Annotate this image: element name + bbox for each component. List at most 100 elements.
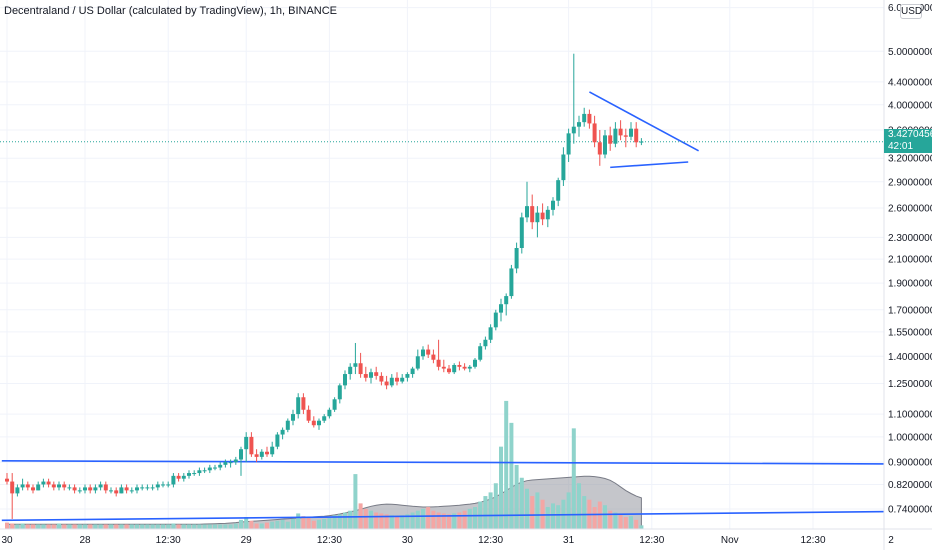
volume-bar bbox=[187, 524, 191, 529]
candle-body bbox=[244, 436, 249, 450]
trendline[interactable] bbox=[1, 510, 918, 522]
candle-body bbox=[270, 446, 275, 455]
volume-bar bbox=[275, 520, 280, 529]
price-tick-label: 1.40000000 bbox=[888, 352, 932, 363]
volume-bar bbox=[88, 524, 93, 529]
trendline[interactable] bbox=[589, 91, 699, 152]
volume-bar bbox=[270, 521, 275, 529]
candle-body bbox=[488, 327, 493, 340]
time-tick-label: 30 bbox=[1, 535, 13, 546]
candle-body bbox=[639, 141, 644, 143]
price-axis[interactable]: 6.000000005.000000004.400000004.00000000… bbox=[884, 0, 932, 550]
volume-bar bbox=[72, 524, 77, 529]
volume-bar bbox=[145, 524, 150, 529]
candle-body bbox=[551, 200, 555, 210]
candle-body bbox=[608, 135, 613, 144]
trendline[interactable] bbox=[610, 161, 689, 169]
volume-bar bbox=[343, 512, 347, 529]
candle-body bbox=[176, 475, 181, 479]
volume-bar bbox=[530, 496, 535, 529]
volume-bar bbox=[280, 519, 285, 529]
price-tick-label: 0.74000000 bbox=[888, 505, 932, 516]
volume-bar bbox=[103, 524, 108, 529]
candle-body bbox=[478, 346, 483, 360]
volume-bar bbox=[317, 519, 321, 529]
volume-bar bbox=[504, 400, 509, 529]
volume-bar bbox=[233, 523, 238, 529]
candle-body bbox=[343, 374, 347, 386]
candle-body bbox=[613, 128, 618, 144]
price-tick-label: 1.55000000 bbox=[888, 327, 932, 338]
candle-body bbox=[545, 209, 550, 220]
volume-bar bbox=[473, 507, 477, 529]
candle-body bbox=[109, 490, 113, 492]
volume-bar bbox=[410, 512, 415, 529]
volume-bar bbox=[436, 512, 441, 529]
volume-bar bbox=[582, 496, 587, 529]
price-tick-label: 1.10000000 bbox=[888, 410, 932, 421]
volume-bar bbox=[301, 516, 306, 529]
volume-bar bbox=[426, 507, 431, 529]
volume-bar bbox=[285, 521, 290, 529]
volume-bar bbox=[337, 514, 342, 529]
price-axis-bg bbox=[884, 0, 932, 550]
candle-body bbox=[187, 473, 191, 476]
candle-body bbox=[634, 128, 639, 143]
price-tick-label: 1.25000000 bbox=[888, 379, 932, 390]
volume-bar bbox=[254, 523, 259, 529]
candle-body bbox=[623, 135, 628, 137]
volume-bar bbox=[467, 508, 472, 529]
candle-body bbox=[410, 368, 415, 375]
volume-bar bbox=[457, 512, 462, 529]
chart-title: Decentraland / US Dollar (calculated by … bbox=[4, 5, 337, 17]
volume-bar bbox=[629, 516, 633, 529]
drawings[interactable] bbox=[1, 91, 918, 522]
volume-bar bbox=[197, 524, 202, 529]
grid bbox=[0, 0, 892, 534]
candle-body bbox=[93, 487, 98, 491]
volume-bar bbox=[228, 524, 233, 529]
candle-body bbox=[306, 409, 311, 421]
candle-body bbox=[114, 490, 119, 494]
candle-body bbox=[452, 365, 457, 373]
candle-body bbox=[103, 484, 108, 491]
volume-bar bbox=[519, 477, 524, 529]
price-tick-label: 0.90000000 bbox=[888, 458, 932, 469]
time-tick-label: 28 bbox=[79, 535, 91, 546]
candle-body bbox=[389, 377, 394, 386]
candle-body bbox=[462, 366, 467, 369]
candle-body bbox=[301, 397, 306, 410]
volume-bar bbox=[623, 517, 628, 529]
volume-bar bbox=[447, 514, 451, 529]
candle-body bbox=[400, 377, 405, 382]
candle-body bbox=[296, 397, 301, 415]
candle-body bbox=[431, 354, 436, 360]
candle-body bbox=[457, 365, 462, 367]
trendline[interactable] bbox=[1, 460, 918, 465]
volume-bar bbox=[379, 513, 384, 529]
candle-body bbox=[135, 487, 139, 491]
candle-body bbox=[473, 359, 477, 367]
volume-bar bbox=[634, 519, 639, 529]
currency-badge[interactable]: USD bbox=[900, 4, 923, 19]
price-tick-label: 1.90000000 bbox=[888, 279, 932, 290]
candle-body bbox=[629, 128, 633, 137]
candle-body bbox=[171, 475, 176, 485]
candle-body bbox=[561, 154, 566, 181]
volume-bar bbox=[265, 522, 269, 529]
volume-bar bbox=[83, 524, 87, 529]
candle-body bbox=[363, 374, 368, 378]
volume-bar bbox=[213, 524, 217, 529]
volume-bar bbox=[441, 513, 446, 529]
candle-body bbox=[67, 487, 72, 489]
candle-body bbox=[327, 409, 332, 417]
candle-body bbox=[441, 366, 446, 369]
volume-bar bbox=[597, 501, 602, 529]
volume-bar bbox=[353, 474, 358, 529]
bar-countdown: 42:01 bbox=[888, 141, 914, 152]
time-tick-label: 12:30 bbox=[800, 535, 825, 546]
last-price-tag: 3.42704567 42:01 bbox=[884, 129, 932, 153]
candle-body bbox=[150, 487, 155, 489]
